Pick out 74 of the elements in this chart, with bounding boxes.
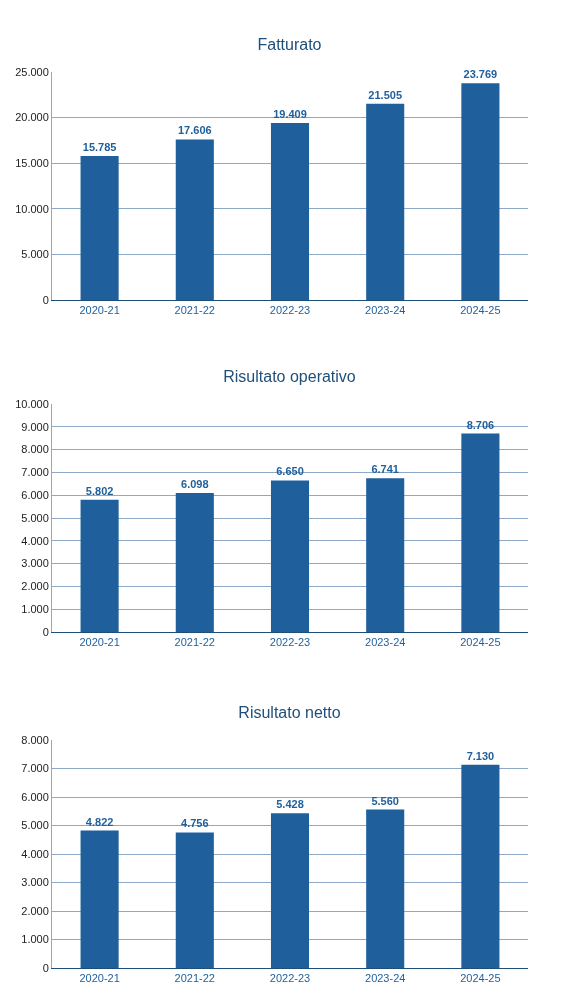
y-tick-label: 4.000: [21, 847, 49, 860]
chart-title: Risultato operativo: [223, 367, 356, 385]
x-tick-label: 2021-22: [174, 304, 215, 317]
x-tick-label: 2023-24: [365, 304, 406, 317]
x-tick-label: 2021-22: [174, 972, 215, 985]
y-tick-label: 7.000: [21, 466, 49, 479]
y-tick-label: 15.000: [15, 157, 49, 170]
bar: [270, 480, 310, 632]
bar: [366, 103, 405, 300]
x-tick-label: 2023-24: [365, 636, 406, 649]
y-tick-label: 2.000: [21, 580, 49, 593]
data-label: 17.606: [177, 124, 212, 137]
y-tick-label: 9.000: [21, 420, 49, 433]
y-tick-label: 10.000: [15, 397, 49, 410]
chart-title: Risultato netto: [238, 703, 341, 721]
data-label: 7.130: [466, 749, 495, 762]
bar: [270, 122, 310, 300]
y-tick-label: 0: [42, 961, 49, 974]
data-label: 5.428: [276, 798, 304, 811]
y-tick-label: 6.000: [21, 790, 49, 803]
bar: [175, 492, 214, 632]
bar: [175, 139, 214, 300]
y-tick-label: 5.000: [21, 511, 49, 524]
x-tick-label: 2024-25: [460, 972, 501, 985]
data-label: 6.741: [371, 463, 399, 476]
bar: [461, 433, 500, 632]
y-tick-label: 3.000: [21, 557, 49, 570]
data-label: 5.560: [371, 794, 399, 807]
x-tick-label: 2022-23: [269, 972, 311, 985]
x-tick-label: 2022-23: [269, 636, 311, 649]
y-tick-label: 25.000: [15, 65, 49, 78]
bar: [175, 832, 214, 968]
bar: [270, 813, 310, 968]
x-tick-label: 2020-21: [79, 636, 120, 649]
y-tick-label: 6.000: [21, 489, 49, 502]
y-tick-label: 5.000: [21, 819, 49, 832]
data-label: 15.785: [82, 141, 117, 154]
bar: [80, 499, 119, 632]
y-tick-label: 8.000: [21, 733, 49, 746]
data-label: 6.098: [181, 477, 209, 490]
y-tick-label: 2.000: [21, 904, 49, 917]
x-tick-label: 2022-23: [269, 304, 311, 317]
chart-title: Fatturato: [257, 35, 322, 53]
data-label: 23.769: [463, 68, 498, 81]
y-tick-label: 5.000: [21, 248, 49, 261]
data-label: 4.822: [85, 815, 114, 828]
bar: [461, 83, 500, 300]
y-tick-label: 4.000: [21, 534, 49, 547]
x-tick-label: 2021-22: [174, 636, 215, 649]
x-tick-label: 2024-25: [460, 636, 501, 649]
data-label: 19.409: [273, 107, 307, 120]
bar: [366, 478, 405, 632]
bar: [366, 809, 405, 968]
y-tick-label: 0: [42, 625, 49, 638]
x-tick-label: 2023-24: [365, 972, 406, 985]
data-label: 8.706: [466, 418, 495, 431]
bar: [461, 764, 500, 968]
y-tick-label: 8.000: [21, 443, 49, 456]
x-tick-label: 2020-21: [79, 972, 120, 985]
data-label: 21.505: [368, 88, 403, 101]
y-tick-label: 1.000: [21, 933, 49, 946]
data-label: 5.802: [85, 484, 114, 497]
bar: [80, 156, 119, 300]
y-tick-label: 10.000: [15, 202, 49, 215]
y-tick-label: 7.000: [21, 762, 49, 775]
x-tick-label: 2020-21: [79, 304, 120, 317]
x-tick-label: 2024-25: [460, 304, 501, 317]
y-tick-label: 3.000: [21, 876, 49, 889]
y-tick-label: 0: [42, 293, 49, 306]
data-label: 6.650: [276, 465, 304, 478]
y-tick-label: 1.000: [21, 603, 49, 616]
data-label: 4.756: [181, 817, 209, 830]
y-tick-label: 20.000: [15, 111, 49, 124]
bar: [80, 830, 119, 968]
